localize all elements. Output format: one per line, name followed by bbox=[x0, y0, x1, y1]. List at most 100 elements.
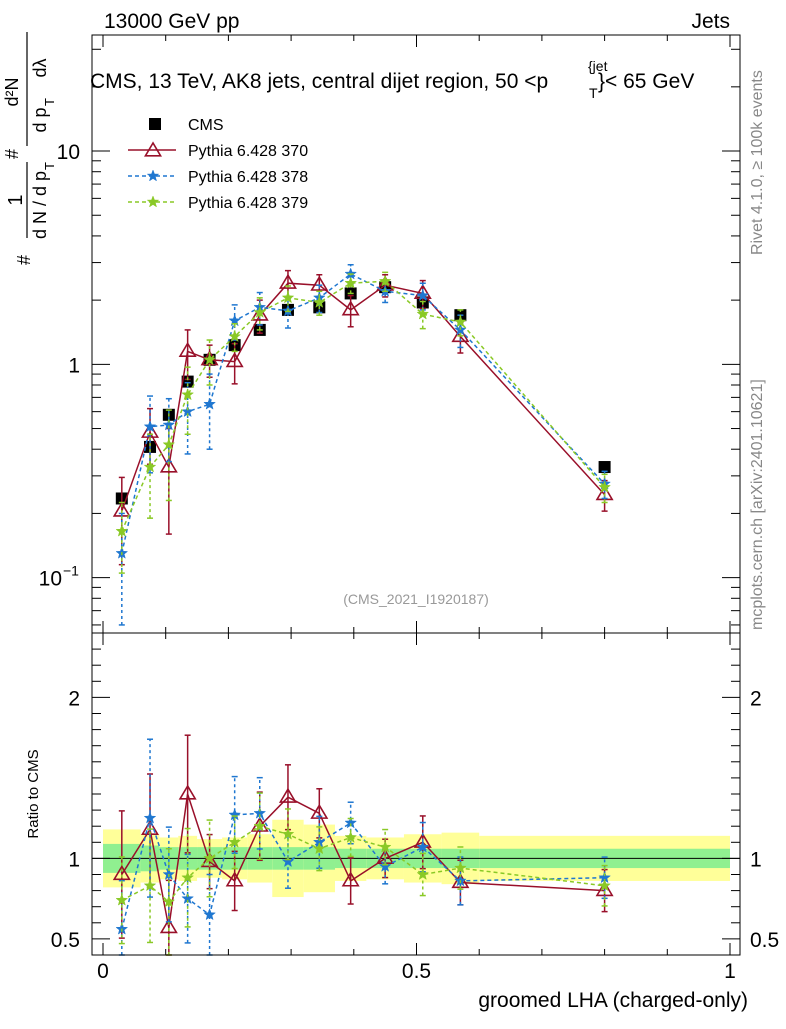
y-tick-label-main: 10 −1 bbox=[39, 563, 80, 591]
triangle-marker bbox=[595, 485, 614, 501]
star-marker bbox=[203, 397, 216, 410]
chart-title-prefix: CMS, 13 TeV, AK8 jets, central dijet reg… bbox=[90, 70, 548, 93]
mcplots-citation-label: mcplots.cern.ch [arXiv:2401.10621] bbox=[749, 379, 766, 630]
ratio-star-marker bbox=[228, 835, 242, 848]
ratio-star-marker bbox=[598, 879, 611, 892]
star-marker bbox=[203, 353, 216, 366]
legend-label: Pythia 6.428 378 bbox=[188, 169, 308, 186]
star-marker bbox=[253, 305, 267, 318]
chart-title-sub: T bbox=[589, 85, 598, 101]
star-marker bbox=[598, 480, 611, 493]
star-marker bbox=[143, 460, 157, 473]
y-tick-label-ratio-right: 0.5 bbox=[750, 929, 779, 952]
y-tick-label-ratio-right: 1 bbox=[750, 848, 762, 871]
triangle-marker bbox=[278, 273, 297, 289]
y-axis-label-part: d²N bbox=[2, 77, 22, 106]
star-marker bbox=[416, 307, 430, 320]
legend-label: Pythia 6.428 379 bbox=[188, 195, 308, 212]
y-axis-label-part: T bbox=[42, 98, 57, 106]
y-axis-label-part: dλ bbox=[30, 58, 50, 77]
y-tick-label-main: 10 bbox=[57, 141, 80, 164]
ratio-star-marker bbox=[228, 808, 242, 821]
ratio-series-pythia-6-428-379 bbox=[115, 792, 611, 956]
legend-label: Pythia 6.428 370 bbox=[188, 143, 308, 160]
triangle-marker bbox=[310, 275, 329, 291]
ratio-star-marker bbox=[378, 840, 392, 853]
ratio-star-marker bbox=[281, 854, 295, 868]
main-panel: 10 −1 1 10 bbox=[39, 34, 741, 634]
header-right-label: Jets bbox=[691, 10, 730, 33]
ratio-star-marker bbox=[203, 851, 216, 864]
ratio-star-marker bbox=[203, 908, 216, 921]
legend-entry: Pythia 6.428 370 bbox=[128, 141, 308, 160]
y-tick-label-ratio-left: 0.5 bbox=[51, 929, 80, 952]
analysis-id-watermark: (CMS_2021_I1920187) bbox=[343, 591, 489, 607]
star-marker bbox=[181, 388, 195, 401]
ratio-triangle-marker bbox=[178, 784, 197, 800]
ratio-star-marker bbox=[281, 827, 295, 840]
star-marker bbox=[344, 276, 358, 289]
ratio-star-marker bbox=[181, 870, 195, 884]
ratio-panel: 0 0.5 1 0.5 0.5 1 1 2 2 bbox=[51, 632, 779, 983]
ratio-star-marker bbox=[312, 841, 326, 855]
ratio-star-marker bbox=[162, 895, 176, 908]
legend-triangle-marker bbox=[143, 141, 163, 157]
y-axis-label-part: T bbox=[42, 162, 57, 170]
legend: CMS Pythia 6.428 370 Pythia 6.428 378 Pythi… bbox=[128, 117, 308, 212]
cms-data-point bbox=[181, 375, 194, 388]
legend-entry: Pythia 6.428 379 bbox=[128, 195, 308, 212]
y-tick-label-ratio-left: 2 bbox=[68, 687, 80, 710]
triangle-marker bbox=[341, 300, 360, 316]
triangle-marker bbox=[141, 422, 160, 438]
triangle-marker bbox=[178, 341, 197, 357]
ratio-star-marker bbox=[143, 811, 157, 824]
ratio-star-marker bbox=[143, 879, 157, 892]
ratio-star-marker bbox=[454, 861, 467, 874]
y-axis-label-ratio: Ratio to CMS bbox=[25, 749, 42, 838]
star-marker bbox=[115, 524, 129, 537]
ratio-series-line bbox=[121, 812, 605, 930]
x-tick-label: 0.5 bbox=[402, 960, 431, 983]
star-marker bbox=[416, 288, 430, 302]
y-tick-label-main-base: 10 bbox=[39, 568, 62, 591]
y-axis-label-part: 1 bbox=[5, 194, 27, 205]
ratio-triangle-marker bbox=[112, 864, 131, 881]
y-tick-label-main-value: 1 bbox=[68, 354, 80, 377]
ratio-star-marker bbox=[378, 859, 392, 872]
header-left-label: 13000 GeV pp bbox=[104, 10, 239, 33]
y-axis-label-part: d p bbox=[30, 107, 50, 132]
ratio-plot-frame bbox=[91, 632, 741, 956]
ratio-triangle-marker bbox=[341, 871, 360, 887]
x-axis-label: groomed LHA (charged-only) bbox=[478, 989, 748, 1012]
ratio-star-marker bbox=[115, 893, 129, 906]
triangle-marker bbox=[250, 305, 269, 321]
y-axis-label-part: d N / d p bbox=[30, 171, 50, 239]
series-pythia-6-428-379 bbox=[115, 271, 611, 574]
series-line bbox=[121, 280, 606, 532]
chart-title-suffix: }< 65 GeV bbox=[598, 70, 694, 93]
rivet-version-label: Rivet 4.1.0, ≥ 100k events bbox=[749, 70, 766, 255]
star-marker bbox=[228, 329, 242, 342]
legend-label: CMS bbox=[188, 117, 224, 134]
cms-data-point bbox=[598, 461, 611, 474]
star-marker bbox=[378, 274, 392, 287]
ratio-star-marker bbox=[344, 830, 358, 843]
y-tick-label-main: 1 bbox=[68, 354, 80, 377]
star-marker bbox=[143, 419, 157, 433]
x-tick-label: 1 bbox=[724, 960, 736, 983]
chart-title: CMS, 13 TeV, AK8 jets, central dijet reg… bbox=[90, 58, 694, 101]
legend-entry: CMS bbox=[149, 117, 224, 134]
y-axis-label-part: # bbox=[2, 149, 22, 159]
chart-title-sup: {jet bbox=[588, 58, 608, 74]
ratio-star-marker bbox=[416, 840, 430, 853]
star-marker bbox=[281, 291, 295, 304]
triangle-marker bbox=[225, 352, 244, 368]
series-line bbox=[121, 273, 606, 554]
ratio-triangle-marker bbox=[225, 871, 244, 887]
legend-cms-marker bbox=[149, 118, 161, 130]
y-tick-label-ratio-right: 2 bbox=[750, 687, 762, 710]
legend-entry: Pythia 6.428 378 bbox=[128, 169, 308, 186]
